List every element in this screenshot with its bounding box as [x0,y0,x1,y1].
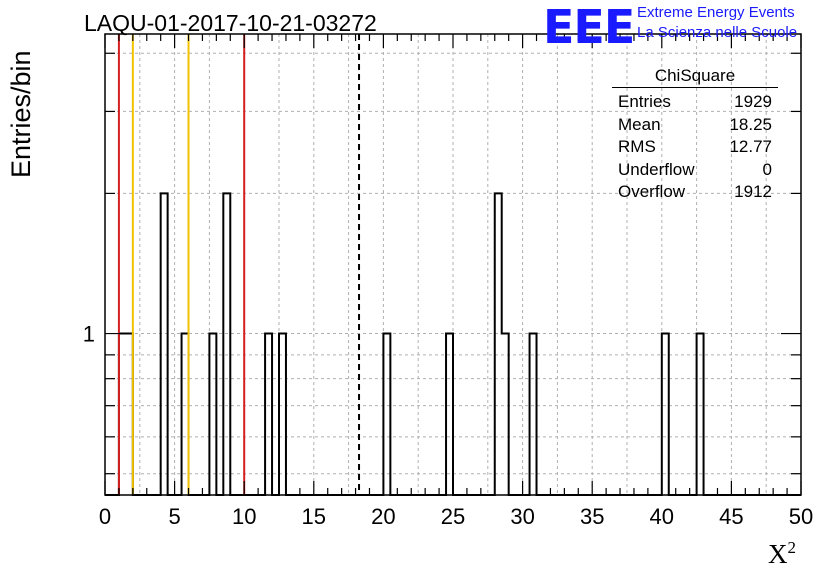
eee-logo: EEE [543,0,635,54]
stats-label: Underflow [618,159,695,179]
chart-title: LAQU-01-2017-10-21-03272 [84,10,377,36]
stats-value: 18.25 [729,114,772,134]
stats-row-underflow: Underflow 0 [612,160,778,183]
x-tick-label: 10 [232,504,256,529]
y-axis-label: Entries/bin [6,50,36,178]
logo-line-2: La Scienza nelle Scuole [637,24,798,41]
logo-line-1: Extreme Energy Events [637,4,795,21]
stats-label: Entries [618,92,671,111]
x-axis-label-base: X [768,539,788,569]
stats-value: 0 [762,159,772,179]
x-tick-label: 40 [650,504,674,529]
x-axis-label: X2 [768,538,796,570]
x-tick-label: 0 [99,504,111,529]
stats-row-mean: Mean 18.25 [612,115,778,138]
x-tick-label: 45 [719,504,743,529]
stats-label: Overflow [618,182,686,201]
x-tick-label: 30 [510,504,534,529]
stats-row-overflow: Overflow 1912 [612,182,778,205]
stats-title: ChiSquare [612,66,778,88]
stats-label: RMS [618,137,656,156]
stats-row-rms: RMS 12.77 [612,137,778,160]
stats-value: 1929 [734,92,772,111]
x-axis-label-superscript: 2 [787,538,797,557]
stats-value: 12.77 [729,137,772,156]
stats-row-entries: Entries 1929 [612,92,778,115]
stats-label: Mean [618,114,661,134]
y-tick-label: 1 [83,322,95,347]
x-tick-label: 5 [168,504,180,529]
x-tick-label: 15 [302,504,326,529]
x-tick-label: 50 [789,504,813,529]
stats-box: ChiSquare Entries 1929 Mean 18.25 RMS 12… [612,66,778,205]
x-tick-label: 25 [441,504,465,529]
stats-value: 1912 [734,182,772,201]
x-tick-label: 20 [371,504,395,529]
x-tick-label: 35 [580,504,604,529]
